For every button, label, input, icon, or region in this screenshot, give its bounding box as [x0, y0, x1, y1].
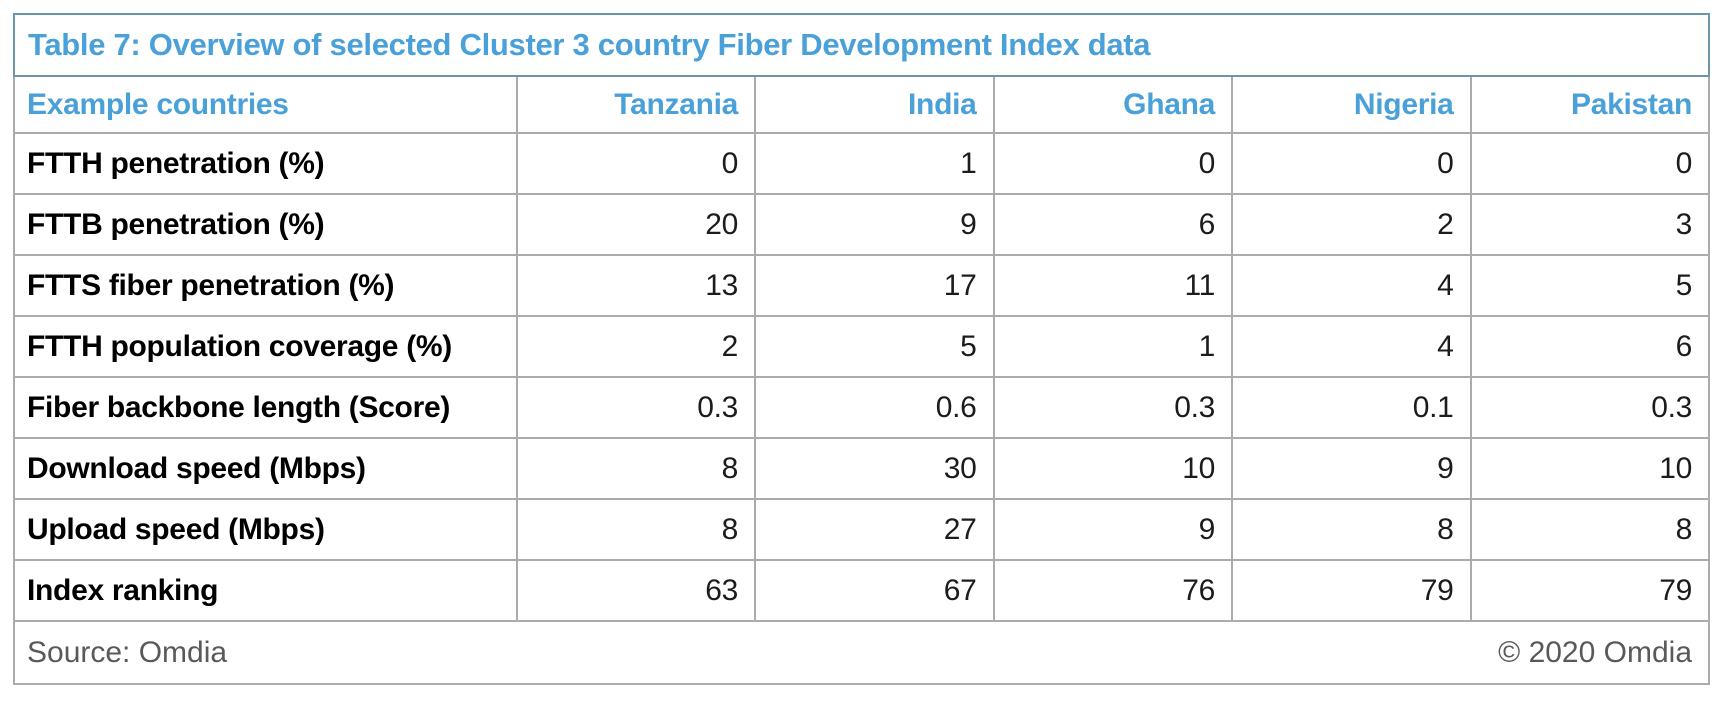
- table-row-ftth-population-coverage: FTTH population coverage (%) 2 5 1 4 6: [13, 315, 1710, 378]
- data-cell: 8: [515, 437, 757, 500]
- data-cell: 17: [754, 254, 995, 317]
- table-title: Table 7: Overview of selected Cluster 3 …: [13, 13, 1710, 77]
- data-cell: 5: [1469, 254, 1710, 317]
- table-footer-row: Source: Omdia © 2020 Omdia: [13, 620, 1710, 685]
- data-cell: 8: [1231, 498, 1472, 561]
- data-cell: 0.3: [1469, 376, 1710, 439]
- table-row-fiber-backbone-length: Fiber backbone length (Score) 0.3 0.6 0.…: [13, 376, 1710, 439]
- column-header-pakistan: Pakistan: [1469, 75, 1710, 134]
- data-cell: 63: [515, 559, 757, 622]
- table-row-download-speed: Download speed (Mbps) 8 30 10 9 10: [13, 437, 1710, 500]
- source-note: Source: Omdia: [27, 635, 228, 669]
- table-row-index-ranking: Index ranking 63 67 76 79 79: [13, 559, 1710, 622]
- data-cell: 9: [992, 498, 1234, 561]
- data-cell: 6: [1469, 315, 1710, 378]
- data-cell: 8: [1469, 498, 1710, 561]
- data-cell: 0: [1231, 132, 1472, 195]
- data-cell: 1: [992, 315, 1234, 378]
- data-cell: 13: [515, 254, 757, 317]
- row-label: FTTS fiber penetration (%): [13, 254, 518, 317]
- data-cell: 9: [754, 193, 995, 256]
- data-cell: 4: [1231, 315, 1472, 378]
- data-cell: 27: [754, 498, 995, 561]
- column-header-tanzania: Tanzania: [515, 75, 757, 134]
- data-cell: 1: [754, 132, 995, 195]
- data-cell: 11: [992, 254, 1234, 317]
- data-cell: 2: [515, 315, 757, 378]
- data-cell: 3: [1469, 193, 1710, 256]
- fiber-index-table: Table 7: Overview of selected Cluster 3 …: [13, 13, 1710, 685]
- table-row-fttb-penetration: FTTB penetration (%) 20 9 6 2 3: [13, 193, 1710, 256]
- data-cell: 0.1: [1231, 376, 1472, 439]
- data-cell: 0: [515, 132, 757, 195]
- column-header-ghana: Ghana: [992, 75, 1234, 134]
- data-cell: 8: [515, 498, 757, 561]
- row-label: FTTH population coverage (%): [13, 315, 518, 378]
- table-row-ftth-penetration: FTTH penetration (%) 0 1 0 0 0: [13, 132, 1710, 195]
- data-cell: 6: [992, 193, 1234, 256]
- copyright-note: © 2020 Omdia: [1498, 635, 1692, 669]
- data-cell: 10: [992, 437, 1234, 500]
- row-label: FTTB penetration (%): [13, 193, 518, 256]
- table-row-upload-speed: Upload speed (Mbps) 8 27 9 8 8: [13, 498, 1710, 561]
- data-cell: 4: [1231, 254, 1472, 317]
- data-cell: 9: [1231, 437, 1472, 500]
- data-cell: 20: [515, 193, 757, 256]
- data-cell: 0.3: [992, 376, 1234, 439]
- data-cell: 79: [1231, 559, 1472, 622]
- data-cell: 10: [1469, 437, 1710, 500]
- data-cell: 0: [1469, 132, 1710, 195]
- column-header-example-countries: Example countries: [13, 75, 518, 134]
- table-title-row: Table 7: Overview of selected Cluster 3 …: [13, 13, 1710, 77]
- footer-inner: Source: Omdia © 2020 Omdia: [27, 636, 1692, 670]
- data-cell: 79: [1469, 559, 1710, 622]
- data-cell: 0.6: [754, 376, 995, 439]
- row-label: Upload speed (Mbps): [13, 498, 518, 561]
- row-label: FTTH penetration (%): [13, 132, 518, 195]
- data-cell: 30: [754, 437, 995, 500]
- data-cell: 5: [754, 315, 995, 378]
- column-header-row: Example countries Tanzania India Ghana N…: [13, 75, 1710, 134]
- data-cell: 0.3: [515, 376, 757, 439]
- data-cell: 76: [992, 559, 1234, 622]
- data-cell: 0: [992, 132, 1234, 195]
- column-header-india: India: [754, 75, 995, 134]
- row-label: Download speed (Mbps): [13, 437, 518, 500]
- data-cell: 67: [754, 559, 995, 622]
- row-label: Index ranking: [13, 559, 518, 622]
- column-header-nigeria: Nigeria: [1231, 75, 1472, 134]
- data-cell: 2: [1231, 193, 1472, 256]
- table-footer: Source: Omdia © 2020 Omdia: [13, 620, 1710, 685]
- table-row-ftts-fiber-penetration: FTTS fiber penetration (%) 13 17 11 4 5: [13, 254, 1710, 317]
- row-label: Fiber backbone length (Score): [13, 376, 518, 439]
